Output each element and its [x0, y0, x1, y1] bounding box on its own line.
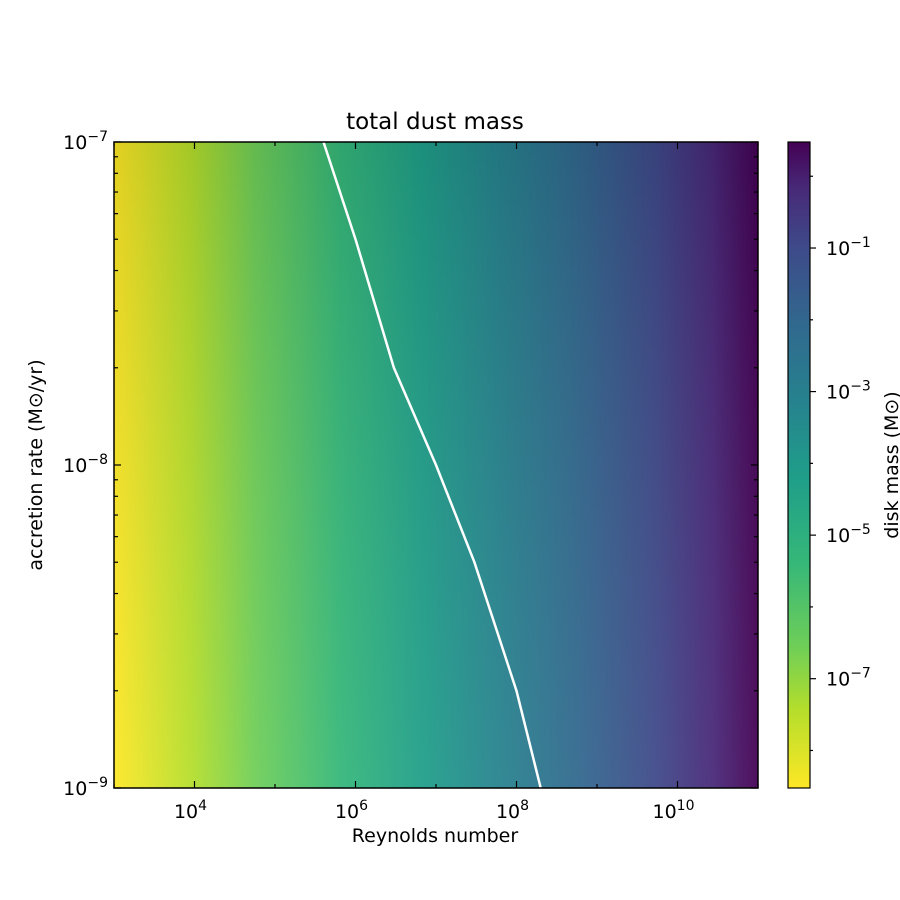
x-tick-label: 1010: [652, 798, 694, 823]
colorbar-label: disk mass (M⊙): [881, 391, 900, 538]
x-tick-label: 108: [496, 798, 529, 823]
colorbar-gradient: [787, 141, 811, 789]
y-tick-label: 10−8: [63, 452, 108, 477]
x-axis-ticks: 104 106 108 1010: [113, 142, 759, 823]
colorbar-tick-label: 10−3: [826, 379, 871, 404]
contour-line: [322, 141, 542, 789]
y-tick-label: 10−7: [63, 129, 108, 154]
x-tick-label: 104: [174, 798, 207, 823]
colorbar-ticks: 10−7 10−5 10−3 10−1: [810, 175, 871, 752]
plot-area: 104 106 108 1010 10−9 10−8 10−7: [63, 129, 759, 823]
x-tick-label: 106: [335, 798, 368, 823]
colorbar-tick-label: 10−5: [826, 522, 871, 547]
colorbar: 10−7 10−5 10−3 10−1 disk mass (M⊙): [787, 141, 900, 789]
chart-title: total dust mass: [346, 109, 524, 135]
x-axis-label: Reynolds number: [352, 825, 519, 847]
colorbar-tick-label: 10−1: [826, 235, 871, 260]
y-axis-label: accretion rate (M⊙/yr): [25, 359, 47, 570]
y-tick-label: 10−9: [63, 775, 108, 800]
y-axis-ticks: 10−9 10−8 10−7: [63, 129, 758, 800]
colorbar-tick-label: 10−7: [826, 666, 871, 691]
